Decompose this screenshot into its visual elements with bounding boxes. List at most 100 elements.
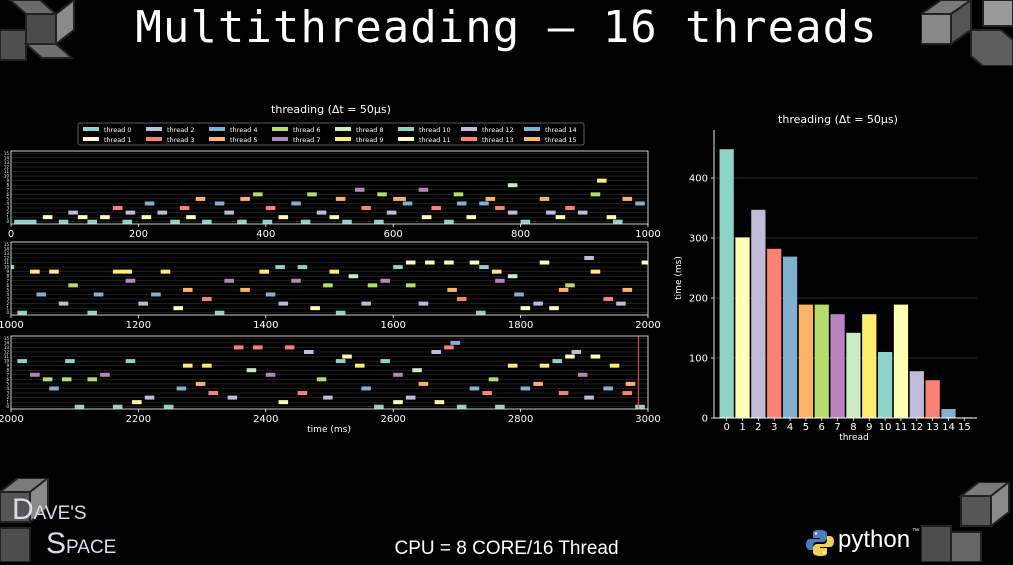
- thread-segment: [520, 219, 531, 224]
- y-tick-label: 0: [6, 310, 9, 315]
- thread-segment: [122, 219, 133, 224]
- bar-y-tick-label: 100: [689, 354, 708, 365]
- thread-segment: [444, 345, 454, 350]
- thread-segment: [87, 377, 97, 382]
- bar-x-tick-label: 8: [850, 422, 856, 433]
- thread-segment: [58, 301, 69, 306]
- thread-segment: [278, 400, 289, 405]
- y-tick-label: 15: [4, 151, 10, 156]
- legend-label: thread 2: [167, 126, 195, 134]
- x-tick-label: 2800: [508, 414, 533, 425]
- legend-label: thread 5: [230, 136, 258, 144]
- thread-segment: [265, 206, 276, 211]
- thread-segment: [635, 201, 645, 206]
- cpu-info-footer: CPU = 8 CORE/16 Thread: [394, 538, 619, 559]
- bar-x-tick-label: 14: [942, 422, 955, 433]
- thread-segment: [17, 359, 27, 364]
- thread-segment: [195, 381, 206, 386]
- thread-segment: [202, 363, 212, 368]
- thread-segment: [151, 292, 161, 297]
- x-tick-label: 1000: [635, 229, 660, 240]
- x-tick-label: 2000: [635, 320, 660, 331]
- panel-frame: [10, 150, 649, 225]
- thread-segment: [297, 265, 308, 270]
- thread-segment: [491, 269, 502, 274]
- timeline-xlabel: time (ms): [307, 425, 351, 435]
- thread-segment: [61, 377, 72, 382]
- y-tick-label: 4: [6, 292, 9, 297]
- thread-segment: [335, 196, 346, 201]
- bar-thread-14: [941, 409, 956, 418]
- cube-decoration-bottom-left: [0, 478, 50, 562]
- thread-segment: [418, 187, 429, 192]
- thread-segment: [405, 260, 416, 265]
- thread-segment: [425, 260, 435, 265]
- thread-segment: [444, 219, 454, 224]
- thread-segment: [125, 359, 136, 364]
- bar-y-tick-label: 0: [702, 414, 708, 425]
- y-tick-label: 5: [6, 196, 9, 201]
- bar-x-tick-label: 3: [771, 422, 777, 433]
- thread-segment: [625, 381, 636, 386]
- thread-segment: [507, 210, 518, 215]
- legend-label: thread 14: [545, 126, 577, 134]
- y-tick-label: 14: [4, 246, 10, 251]
- thread-segment: [482, 391, 492, 396]
- bar-thread-3: [767, 248, 782, 418]
- thread-segment: [456, 201, 467, 206]
- thread-segment: [507, 183, 518, 188]
- thread-segment: [182, 363, 193, 368]
- thread-segment: [393, 400, 403, 405]
- thread-segment: [36, 292, 47, 297]
- y-tick-label: 9: [6, 178, 9, 183]
- x-tick-label: 800: [511, 229, 530, 240]
- y-tick-label: 12: [4, 255, 10, 260]
- thread-segment: [310, 306, 320, 311]
- thread-segment: [87, 310, 97, 315]
- thread-segment: [297, 391, 308, 396]
- thread-segment: [138, 301, 148, 306]
- thread-segment: [507, 363, 518, 368]
- thread-segment: [132, 400, 142, 405]
- thread-segment: [335, 310, 346, 315]
- thread-segment: [253, 345, 263, 350]
- thread-segment: [402, 201, 413, 206]
- thread-segment: [380, 359, 391, 364]
- legend-label: thread 8: [356, 126, 384, 134]
- bar-title: threading (Δt = 50μs): [778, 113, 898, 126]
- thread-segment: [112, 404, 123, 409]
- y-tick-label: 15: [4, 336, 10, 341]
- thread-segment: [612, 219, 623, 224]
- thread-segment: [393, 265, 403, 270]
- thread-segment: [453, 192, 464, 197]
- thread-segment: [374, 219, 384, 224]
- thread-segment: [144, 395, 155, 400]
- thread-segment: [42, 377, 53, 382]
- thread-segment: [93, 292, 104, 297]
- y-tick-label: 14: [4, 155, 10, 160]
- bar-thread-2: [751, 209, 766, 418]
- bar-y-tick-label: 300: [689, 234, 708, 245]
- thread-segment: [259, 269, 269, 274]
- thread-segment: [450, 340, 461, 345]
- thread-segment: [479, 265, 489, 270]
- legend-swatch: [524, 127, 540, 131]
- bar-x-tick-label: 5: [803, 422, 809, 433]
- legend-swatch: [398, 137, 414, 141]
- legend-label: thread 9: [356, 136, 384, 144]
- thread-segment: [160, 269, 171, 274]
- bar-y-tick-label: 200: [689, 294, 708, 305]
- thread-segment: [157, 210, 168, 215]
- thread-segment: [278, 215, 289, 220]
- thread-segment: [469, 260, 480, 265]
- logo-letter-s: S: [46, 527, 67, 560]
- legend-label: thread 13: [482, 136, 514, 144]
- bar-thread-1: [735, 237, 750, 418]
- y-tick-label: 15: [4, 242, 10, 247]
- legend-swatch: [335, 137, 351, 141]
- thread-segment: [182, 287, 193, 292]
- thread-segment: [125, 210, 136, 215]
- legend-swatch: [272, 137, 288, 141]
